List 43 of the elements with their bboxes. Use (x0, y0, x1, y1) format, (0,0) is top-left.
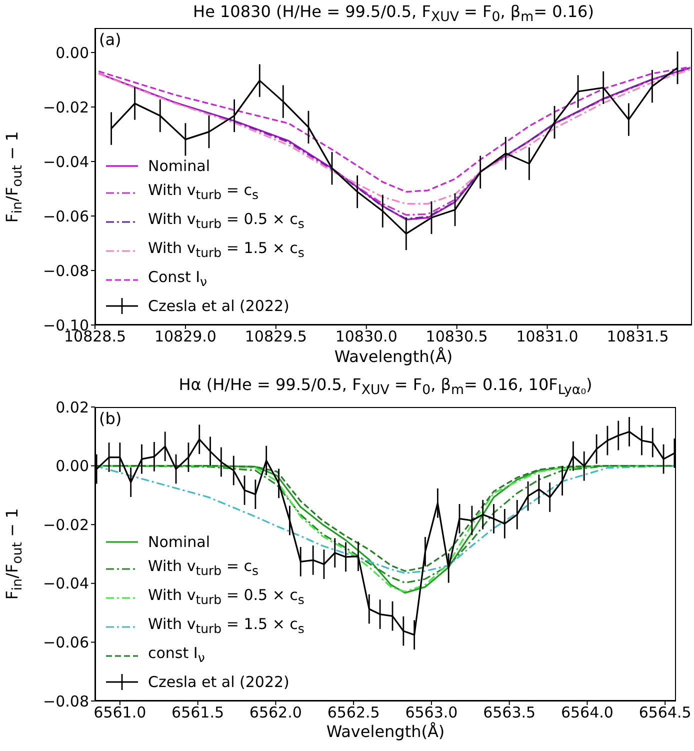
legend-label: With v$_{turb}$ = 1.5 × c$_{s}$ (148, 614, 304, 638)
y-tick-label: −0.08 (43, 262, 89, 280)
legend-label: With v$_{turb}$ = 0.5 × c$_{s}$ (148, 585, 304, 609)
annotation: (a) (99, 30, 122, 49)
y-tick-label: 0.00 (56, 457, 89, 476)
chart-title: Hα (H/He = 99.5/0.5, F$_{XUV}$ = F$_{0}$, β$_{m}$= 0.16, 10F$_{Lyα₀}$) (178, 375, 592, 398)
y-tick-label: −0.02 (43, 98, 89, 116)
x-tick-label: 10829.5 (244, 328, 307, 346)
x-axis-title: Wavelength(Å) (326, 722, 445, 741)
legend-label: With v$_{turb}$ = 1.5 × c$_{s}$ (148, 238, 304, 262)
x-tick-label: 6561.5 (172, 704, 224, 722)
legend-label: const I$_{ν}$ (148, 643, 205, 667)
x-tick-label: 10831.5 (606, 328, 669, 346)
x-tick-label: 6564.0 (560, 704, 614, 722)
x-tick-label: 10831.0 (516, 328, 578, 346)
legend-label: Const I$_{ν}$ (148, 267, 208, 291)
legend-label: Czesla et al (2022) (148, 672, 290, 693)
x-axis-title: Wavelength(Å) (334, 347, 453, 366)
legend-label: Nominal (148, 156, 210, 177)
legend-label: With v$_{turb}$ = c$_{s}$ (148, 180, 258, 204)
x-tick-label: 6563.5 (483, 704, 536, 722)
annotation: (b) (99, 409, 122, 428)
y-tick-label: 0.00 (56, 44, 89, 62)
legend-label: With v$_{turb}$ = 0.5 × c$_{s}$ (148, 209, 304, 233)
y-tick-label: −0.08 (43, 692, 89, 710)
x-tick-label: 10830.5 (426, 328, 488, 346)
y-tick-label: −0.04 (43, 574, 89, 593)
y-tick-label: −0.06 (43, 634, 89, 652)
x-tick-label: 6562.0 (249, 704, 302, 722)
legend-label: Czesla et al (2022) (148, 296, 290, 317)
x-tick-label: 6561.0 (94, 704, 146, 722)
x-tick-label: 10830.0 (335, 328, 398, 346)
x-tick-label: 6563.0 (405, 704, 458, 722)
y-tick-label: −0.06 (43, 207, 89, 226)
x-tick-label: 10829.0 (154, 328, 216, 346)
y-tick-label: 0.02 (56, 398, 89, 416)
x-tick-label: 6564.5 (638, 704, 692, 722)
y-tick-label: −0.02 (43, 516, 89, 534)
legend-label: With v$_{turb}$ = c$_{s}$ (148, 556, 258, 580)
y-tick-label: −0.04 (43, 152, 89, 171)
chart-title: He 10830 (H/He = 99.5/0.5, F$_{XUV}$ = F$_{0}$, β$_{m}$= 0.16) (193, 2, 594, 26)
legend-label: Nominal (148, 532, 210, 553)
x-tick-label: 6562.5 (327, 704, 380, 722)
